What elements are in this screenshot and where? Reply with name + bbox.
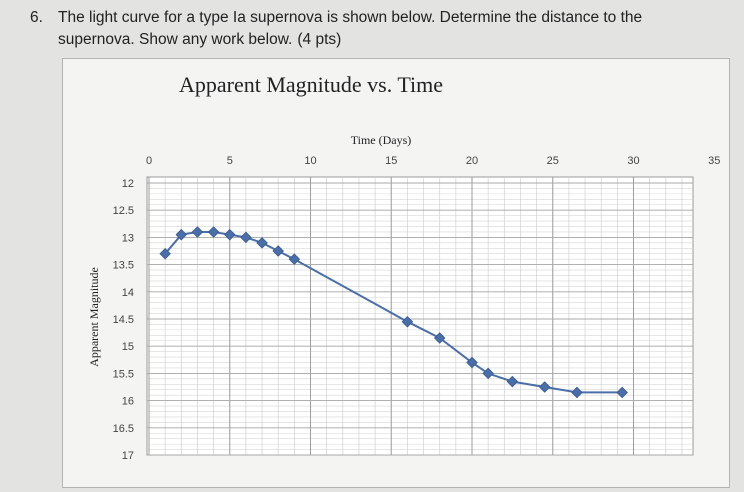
x-axis-label: Time (Days) [351, 133, 412, 147]
x-tick-label: 20 [466, 155, 478, 167]
x-tick-label: 30 [627, 155, 639, 167]
x-tick-label: 5 [227, 155, 233, 167]
data-point-marker [272, 245, 284, 257]
data-point-marker [616, 386, 628, 399]
y-axis-label: Apparent Magnitude [87, 267, 101, 367]
light-curve-chart: Apparent Magnitude vs. Time Time (Days) … [87, 72, 721, 462]
x-tick-label: 35 [708, 155, 720, 167]
y-tick-label: 16.5 [113, 423, 134, 435]
data-point-marker [240, 231, 252, 244]
plot-background [146, 176, 694, 456]
chart-title: Apparent Magnitude vs. Time [179, 72, 443, 97]
x-tick-label: 0 [146, 155, 152, 167]
y-tick-label: 12.5 [113, 205, 134, 217]
y-tick-label: 12 [122, 178, 134, 190]
data-point-marker [506, 375, 519, 388]
y-tick-label: 15.5 [113, 368, 134, 380]
question-line-2-text: supernova. Show any work below. [58, 31, 293, 48]
data-point-marker [207, 226, 220, 238]
data-point-marker [223, 228, 236, 241]
data-point-marker [159, 247, 171, 260]
y-tick-label: 14 [122, 287, 134, 299]
plot-area: 0 5 10 15 20 25 30 35 12 12.5 13 13.5 14 14.5 15 15.5 16… [113, 155, 721, 462]
data-point-marker [191, 226, 204, 238]
question-line-2: supernova. Show any work below. (4 pts) [58, 29, 341, 50]
data-point-marker [433, 332, 446, 344]
data-point-marker [401, 315, 414, 328]
y-tick-label: 13.5 [113, 260, 134, 272]
data-point-marker [466, 356, 478, 369]
data-point-marker [288, 253, 301, 265]
y-tick-label: 16 [122, 396, 134, 408]
y-tick-label: 13 [122, 232, 134, 244]
y-tick-label: 14.5 [113, 314, 134, 326]
x-tick-label: 15 [385, 155, 397, 167]
question-line-1: The light curve for a type Ia supernova … [58, 9, 643, 26]
data-point-marker [571, 386, 583, 399]
question-number: 6. [30, 9, 43, 26]
x-tick-label: 10 [304, 155, 316, 167]
question-points: (4 pts) [297, 31, 342, 48]
data-point-marker [538, 381, 551, 393]
data-point-marker [175, 228, 188, 241]
data-point-marker [482, 367, 494, 380]
x-tick-label: 25 [547, 155, 559, 167]
data-point-marker [256, 237, 268, 249]
chart-container: Apparent Magnitude vs. Time Time (Days) … [62, 58, 730, 488]
y-tick-label: 15 [122, 341, 134, 353]
y-tick-label: 17 [122, 450, 134, 462]
